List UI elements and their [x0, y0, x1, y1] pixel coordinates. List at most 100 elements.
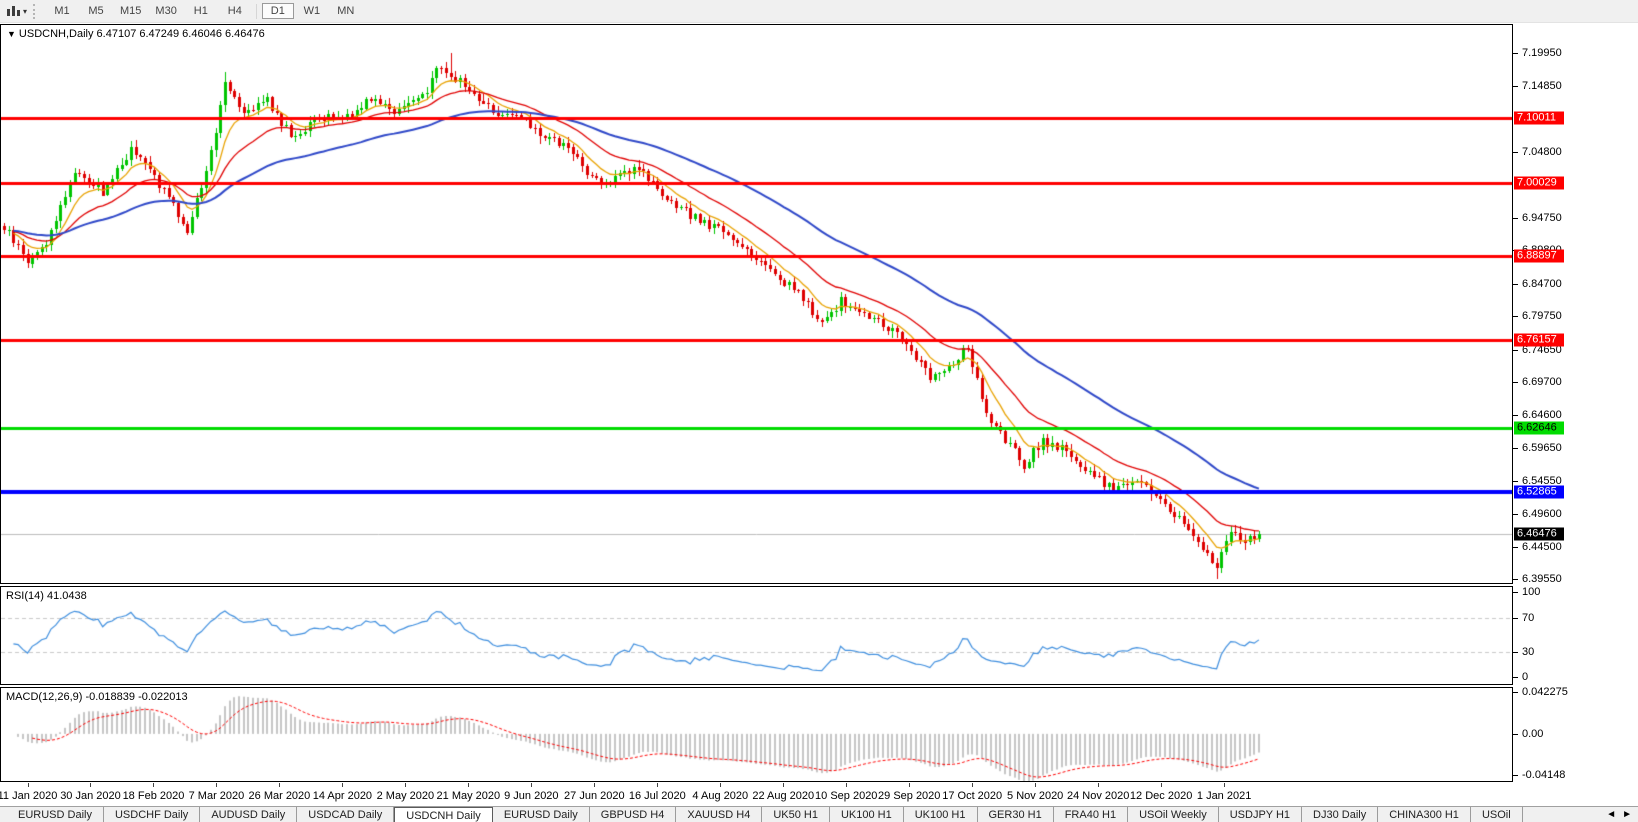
date-label: 14 Apr 2020: [312, 790, 373, 802]
price-line-label-7.00029: 7.00029: [1514, 176, 1564, 190]
timeframe-button-h4[interactable]: H4: [227, 5, 242, 17]
price-tick: 7.19950: [1522, 47, 1562, 59]
timeframe-button-d1[interactable]: D1: [261, 3, 294, 19]
tab-usdjpy-h1[interactable]: USDJPY H1: [1219, 807, 1303, 822]
tab-gbpusd-h4[interactable]: GBPUSD H4: [590, 807, 677, 822]
price-tick: 6.69700: [1522, 375, 1562, 388]
date-tick: [28, 783, 29, 787]
date-tick: [972, 783, 973, 787]
date-tick: [594, 783, 595, 787]
price-tick: 6.49600: [1522, 507, 1562, 520]
date-label: 21 May 2020: [436, 790, 501, 802]
timeframe-button-m30[interactable]: M30: [155, 5, 177, 17]
tab-scroll-right-icon[interactable]: ►: [1622, 809, 1632, 820]
timeframe-button-mn[interactable]: MN: [337, 5, 355, 17]
price-tick-mark: [1513, 514, 1518, 515]
chart-type-dropdown-caret-icon[interactable]: ▾: [23, 6, 28, 16]
price-tick-mark: [1513, 415, 1518, 416]
date-label: 10 Sep 2020: [815, 790, 878, 802]
tab-xauusd-h4[interactable]: XAUUSD H4: [676, 807, 763, 822]
rsi-label: RSI(14) 41.0438: [6, 590, 87, 602]
rsi-tick: 70: [1522, 611, 1535, 624]
date-tick: [342, 783, 343, 787]
price-tick: 6.94750: [1522, 211, 1562, 224]
price-tick-mark: [1513, 481, 1518, 482]
tab-eurusd-daily[interactable]: EURUSD Daily: [493, 807, 590, 822]
date-label: 22 Aug 2020: [752, 790, 815, 802]
macd-label: MACD(12,26,9) -0.018839 -0.022013: [6, 691, 188, 703]
price-tick-mark: [1513, 316, 1518, 317]
tab-ger30-h1[interactable]: GER30 H1: [978, 807, 1054, 822]
toolbar-drag-grip[interactable]: [33, 3, 38, 19]
price-tick-mark: [1513, 547, 1518, 548]
timeframe-buttons: M1 M5 M15 M30 H1 H4 D1 W1 MN: [45, 0, 363, 23]
timeframe-button-m5[interactable]: M5: [88, 5, 104, 17]
price-tick: 6.74650: [1522, 343, 1562, 356]
tab-usoil[interactable]: USOil: [1471, 807, 1523, 822]
date-tick: [468, 783, 469, 787]
price-tick: 6.39550: [1522, 573, 1562, 586]
rsi-tick-mark: [1513, 592, 1518, 593]
date-label: 27 Jun 2020: [564, 790, 625, 802]
tab-uk50-h1[interactable]: UK50 H1: [762, 807, 830, 822]
rsi-tick-mark: [1513, 652, 1518, 653]
date-label: 16 Jul 2020: [628, 790, 686, 802]
macd-tick: 0.042275: [1522, 686, 1568, 698]
tab-uk100-h1[interactable]: UK100 H1: [830, 807, 904, 822]
tab-usdcad-daily[interactable]: USDCAD Daily: [297, 807, 395, 822]
tab-fra40-h1[interactable]: FRA40 H1: [1054, 807, 1129, 822]
timeframe-toolbar: ▾ M1 M5 M15 M30 H1 H4 D1 W1 MN: [0, 0, 1638, 23]
toolbar-separator: [255, 3, 257, 19]
date-label: 17 Oct 2020: [942, 790, 1003, 802]
date-tick: [90, 783, 91, 787]
timeframe-button-w1[interactable]: W1: [303, 5, 321, 17]
chart-title: ▼ USDCNH,Daily 6.47107 6.47249 6.46046 6.…: [7, 28, 265, 40]
date-tick: [1098, 783, 1099, 787]
price-tick-mark: [1513, 86, 1518, 87]
tab-eurusd-daily[interactable]: EURUSD Daily: [7, 807, 104, 822]
rsi-indicator-panel: RSI(14) 41.0438: [0, 586, 1513, 685]
chart-collapse-icon[interactable]: ▼: [7, 29, 16, 39]
price-line-label-7.10011: 7.10011: [1514, 111, 1564, 125]
date-label: 9 Jun 2020: [504, 790, 559, 802]
main-chart-panel: ▼ USDCNH,Daily 6.47107 6.47249 6.46046 6.…: [0, 24, 1513, 584]
price-line-label-6.76157: 6.76157: [1514, 333, 1564, 347]
tab-scroll-left-icon[interactable]: ◄: [1606, 809, 1617, 820]
chart-ohlc-quotes: 6.47107 6.47249 6.46046 6.46476: [96, 28, 265, 40]
date-tick: [1035, 783, 1036, 787]
tab-usdchf-daily[interactable]: USDCHF Daily: [104, 807, 201, 822]
price-tick-mark: [1513, 218, 1518, 219]
tab-usdcnh-daily[interactable]: USDCNH Daily: [394, 807, 493, 822]
tab-dj30-daily[interactable]: DJ30 Daily: [1302, 807, 1379, 822]
date-tick: [279, 783, 280, 787]
date-label: 29 Sep 2020: [878, 790, 941, 802]
date-tick: [405, 783, 406, 787]
macd-canvas[interactable]: [1, 688, 1512, 781]
price-tick-mark: [1513, 350, 1518, 351]
rsi-canvas[interactable]: [1, 587, 1512, 684]
date-label: 18 Feb 2020: [122, 790, 185, 802]
tab-usoil-weekly[interactable]: USOil Weekly: [1128, 807, 1219, 822]
tab-china300-h1[interactable]: CHINA300 H1: [1378, 807, 1471, 822]
rsi-tick: 100: [1522, 586, 1541, 598]
rsi-tick-mark: [1513, 677, 1518, 678]
date-label: 4 Aug 2020: [692, 790, 749, 802]
main-chart-canvas[interactable]: [1, 25, 1512, 583]
price-tick: 7.14850: [1522, 80, 1562, 93]
date-tick: [909, 783, 910, 787]
date-tick: [153, 783, 154, 787]
tab-audusd-daily[interactable]: AUDUSD Daily: [200, 807, 298, 822]
tab-uk100-h1[interactable]: UK100 H1: [904, 807, 978, 822]
date-label: 12 Dec 2020: [1129, 790, 1193, 802]
date-tick: [216, 783, 217, 787]
bar-chart-icon[interactable]: [4, 4, 22, 19]
price-line-label-6.62646: 6.62646: [1514, 421, 1564, 435]
price-tick: 6.79750: [1522, 310, 1562, 323]
date-label: 11 Jan 2020: [0, 790, 58, 802]
timeframe-button-m1[interactable]: M1: [54, 5, 70, 17]
timeframe-button-m15[interactable]: M15: [120, 5, 142, 17]
price-tick-mark: [1513, 448, 1518, 449]
price-tick: 6.84700: [1522, 277, 1562, 290]
date-label: 7 Mar 2020: [188, 790, 245, 802]
timeframe-button-h1[interactable]: H1: [193, 5, 208, 17]
